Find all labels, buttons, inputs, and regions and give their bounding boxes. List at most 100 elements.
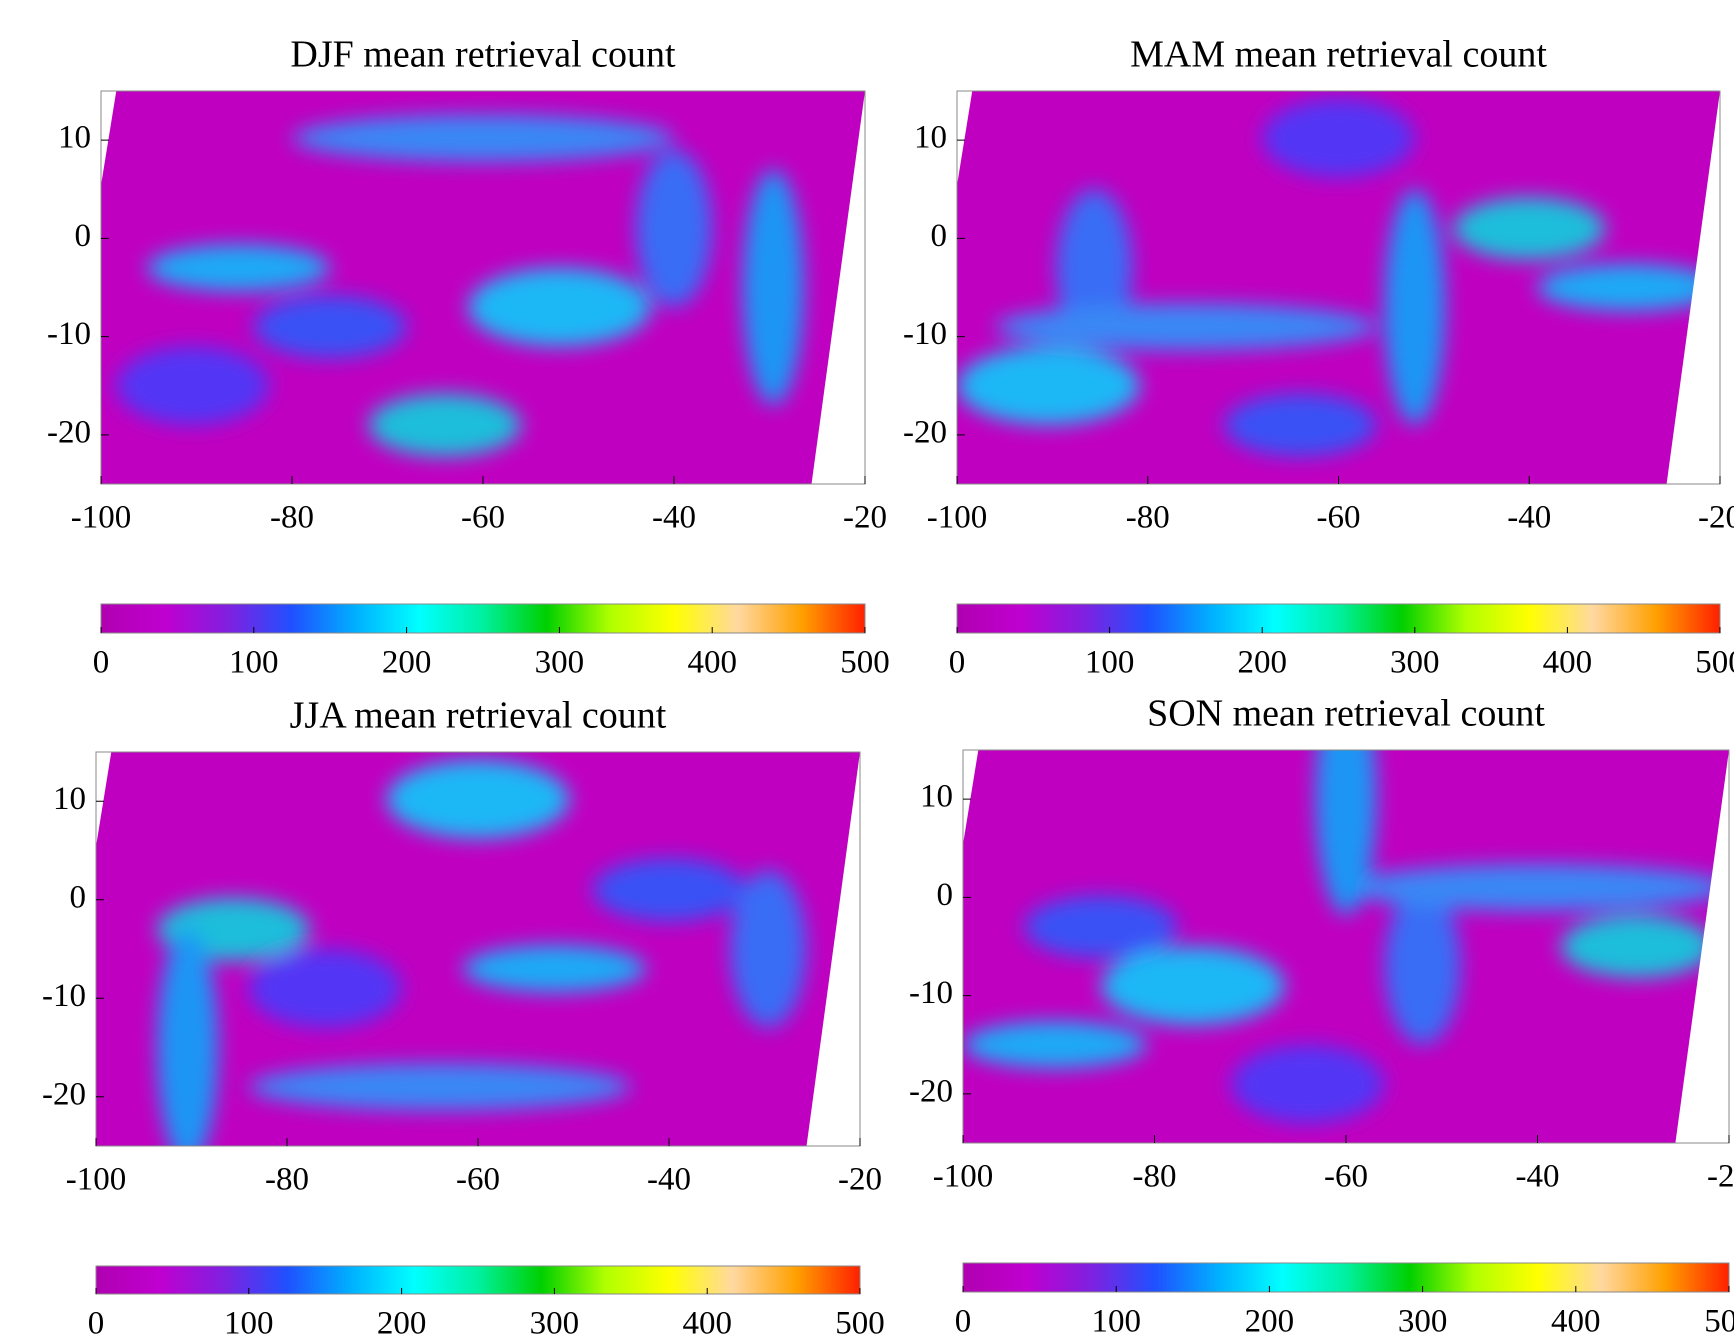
y-tick-label: -10 bbox=[903, 316, 947, 352]
colorbar-tick-label: 0 bbox=[949, 645, 966, 681]
x-tick-label: -40 bbox=[1516, 1159, 1560, 1195]
y-tick-label: -20 bbox=[47, 414, 91, 450]
colorbar-tick-label: 500 bbox=[835, 1306, 885, 1341]
field-blob bbox=[730, 870, 807, 1028]
field-blob bbox=[386, 759, 570, 839]
x-tick-label: -60 bbox=[1324, 1159, 1368, 1195]
y-tick-label: -20 bbox=[909, 1073, 953, 1109]
field-blob bbox=[1452, 197, 1606, 260]
colorbar-tick-label: 200 bbox=[377, 1306, 427, 1341]
y-tick-label: 10 bbox=[914, 120, 947, 156]
y-tick-label: 10 bbox=[58, 120, 91, 156]
colorbar-tick-label: 400 bbox=[687, 645, 737, 681]
field bbox=[963, 750, 1729, 1143]
colorbar-tick-label: 400 bbox=[1551, 1304, 1601, 1340]
x-tick-label: -80 bbox=[270, 500, 314, 536]
field-blob bbox=[1024, 895, 1178, 959]
field-blob bbox=[1536, 263, 1720, 312]
swath-edge bbox=[957, 91, 973, 186]
x-tick-label: -60 bbox=[456, 1162, 500, 1198]
field-blob bbox=[292, 114, 674, 162]
field-blob bbox=[368, 393, 522, 457]
y-tick-label: -10 bbox=[42, 978, 86, 1014]
colorbar-tick-label: 300 bbox=[1398, 1304, 1448, 1340]
field-blob bbox=[248, 1063, 631, 1111]
y-tick-label: -10 bbox=[47, 316, 91, 352]
field-blob bbox=[592, 858, 746, 922]
panel: MAM mean retrieval count-100 -80 -60 -40 -20… bbox=[903, 34, 1734, 681]
y-tick-label: 0 bbox=[70, 879, 87, 915]
field-blob bbox=[1231, 1044, 1385, 1124]
field-texture bbox=[157, 759, 807, 1146]
field bbox=[96, 752, 860, 1146]
field-blob bbox=[1384, 887, 1461, 1045]
field-blob bbox=[253, 295, 407, 359]
field-blob bbox=[957, 346, 1141, 426]
x-tick-label: -100 bbox=[66, 1162, 127, 1198]
swath-edge bbox=[1675, 750, 1729, 1143]
x-tick-label: -20 bbox=[843, 500, 887, 536]
x-tick-label: -20 bbox=[838, 1162, 882, 1198]
field bbox=[101, 91, 865, 484]
colorbar-tick-label: 200 bbox=[1245, 1304, 1295, 1340]
colorbar-tick-label: 0 bbox=[955, 1304, 972, 1340]
colorbar bbox=[100, 603, 866, 634]
panel-title: MAM mean retrieval count bbox=[1130, 34, 1547, 76]
y-tick-label: 0 bbox=[931, 218, 948, 254]
field-texture bbox=[963, 750, 1729, 1124]
x-tick-label: -60 bbox=[461, 500, 505, 536]
colorbar-tick-label: 100 bbox=[229, 645, 279, 681]
colorbar-tick-label: 100 bbox=[1091, 1304, 1141, 1340]
colorbar-tick-label: 100 bbox=[224, 1306, 274, 1341]
swath-edge bbox=[96, 752, 112, 847]
panel: DJF mean retrieval count-100 -80 -60 -40 -20… bbox=[47, 34, 890, 681]
colorbar-tick-label: 0 bbox=[93, 645, 110, 681]
field-blob bbox=[248, 949, 402, 1028]
swath-edge bbox=[963, 750, 979, 845]
field bbox=[957, 91, 1720, 484]
colorbar-tick-label: 100 bbox=[1085, 645, 1135, 681]
x-tick-label: -100 bbox=[927, 500, 988, 536]
x-tick-label: -80 bbox=[1126, 500, 1170, 536]
colorbar-tick-label: 200 bbox=[382, 645, 432, 681]
swath-edge bbox=[806, 752, 860, 1146]
field-blob bbox=[157, 929, 219, 1146]
colorbar-tick-label: 400 bbox=[1543, 645, 1593, 681]
x-tick-label: -40 bbox=[1507, 500, 1551, 536]
x-tick-label: -80 bbox=[1133, 1159, 1177, 1195]
field-blob bbox=[1224, 393, 1377, 457]
field-blob bbox=[146, 244, 331, 292]
field-blob bbox=[995, 303, 1377, 351]
swath-edge bbox=[1666, 91, 1720, 484]
x-tick-label: -20 bbox=[1707, 1159, 1734, 1195]
field-blob bbox=[1262, 98, 1415, 178]
field-texture bbox=[116, 114, 804, 457]
x-tick-label: -60 bbox=[1317, 500, 1361, 536]
colorbar-tick-label: 300 bbox=[1390, 645, 1440, 681]
y-tick-label: -20 bbox=[903, 414, 947, 450]
colorbar-tick-label: 0 bbox=[88, 1306, 105, 1341]
field-texture bbox=[957, 98, 1720, 457]
panel-title: SON mean retrieval count bbox=[1147, 693, 1545, 735]
y-tick-label: 0 bbox=[75, 218, 92, 254]
colorbar-tick-label: 500 bbox=[1704, 1304, 1734, 1340]
field-blob bbox=[467, 267, 652, 347]
x-tick-label: -80 bbox=[265, 1162, 309, 1198]
field-blob bbox=[1384, 189, 1446, 426]
field-blob bbox=[635, 149, 713, 308]
colorbar-tick-label: 400 bbox=[682, 1306, 732, 1341]
panel-title: DJF mean retrieval count bbox=[290, 34, 676, 76]
panel-title: JJA mean retrieval count bbox=[290, 695, 667, 737]
y-tick-label: 0 bbox=[937, 877, 954, 913]
x-tick-label: -100 bbox=[71, 500, 132, 536]
field-blob bbox=[1315, 750, 1377, 916]
x-tick-label: -40 bbox=[652, 500, 696, 536]
swath-edge bbox=[101, 91, 117, 186]
field-blob bbox=[963, 1021, 1147, 1069]
x-tick-label: -20 bbox=[1698, 500, 1734, 536]
colorbar-tick-label: 300 bbox=[530, 1306, 580, 1341]
colorbar bbox=[95, 1265, 861, 1295]
colorbar-tick-label: 300 bbox=[535, 645, 585, 681]
x-tick-label: -100 bbox=[933, 1159, 994, 1195]
panel: JJA mean retrieval count-100 -80 -60 -40 -20… bbox=[42, 695, 885, 1341]
